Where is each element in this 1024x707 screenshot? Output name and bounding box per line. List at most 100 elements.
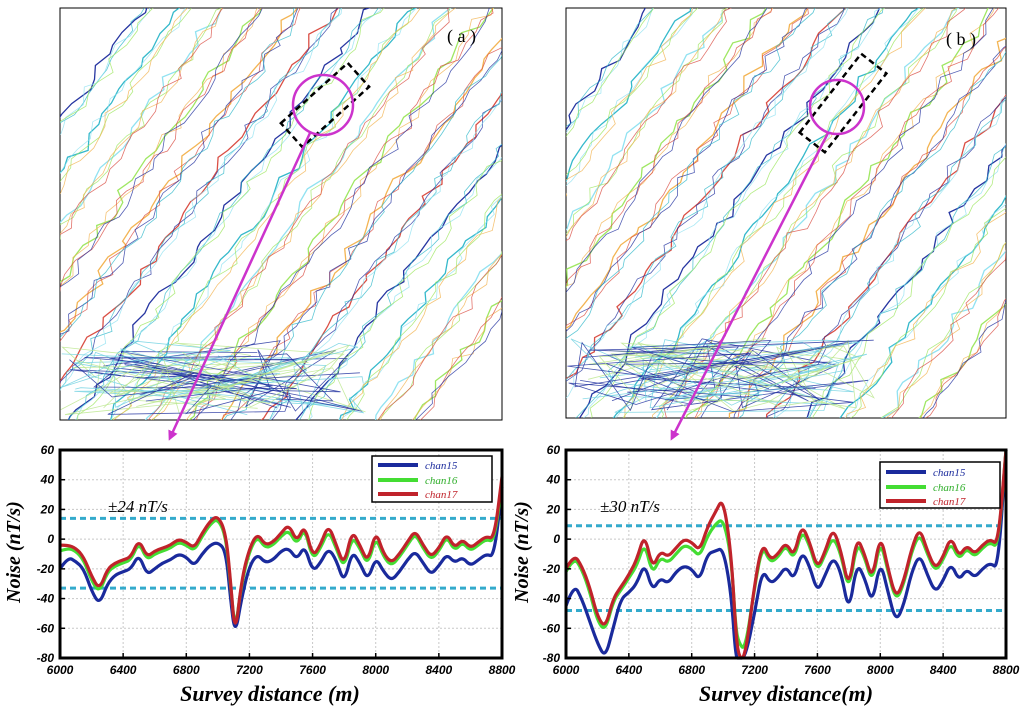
turn-trace [117, 349, 348, 412]
series-line-chan15 [564, 449, 1008, 660]
panel-label-b: ( b ) [946, 29, 976, 50]
x-tick-label: 6800 [678, 663, 705, 677]
panel-label-a: ( a ) [447, 26, 476, 47]
survey-trace [60, 8, 341, 390]
y-tick-label: -40 [543, 592, 561, 606]
survey-trace [112, 8, 421, 420]
survey-trace [148, 8, 450, 420]
turn-trace [634, 353, 868, 406]
x-tick-label: 6400 [110, 663, 137, 677]
turn-trace [69, 359, 292, 415]
survey-trace [230, 49, 502, 420]
survey-trace [152, 8, 451, 420]
survey-trace [845, 211, 1006, 418]
survey-trace [60, 8, 264, 293]
y-tick-label: -80 [37, 651, 55, 665]
map-a-arrow [168, 132, 312, 441]
y-tick-label: -20 [37, 562, 55, 576]
chart-b-x-axis-label: Survey distance(m) [699, 681, 873, 706]
series-line-chan16 [59, 482, 504, 623]
survey-trace [765, 94, 1006, 418]
chart-b-series [564, 449, 1008, 660]
turn-trace [93, 362, 360, 390]
x-tick-label: 7200 [236, 663, 263, 677]
survey-trace [566, 8, 729, 231]
y-tick-label: 40 [40, 473, 55, 487]
survey-trace [412, 307, 502, 420]
survey-trace [341, 196, 502, 420]
survey-trace [414, 300, 502, 420]
survey-trace [589, 8, 885, 418]
survey-trace [566, 8, 809, 332]
survey-trace [60, 8, 154, 124]
survey-trace [60, 8, 340, 389]
chart-a-x-axis-label: Survey distance (m) [180, 681, 360, 706]
survey-trace [223, 54, 502, 420]
survey-trace [566, 8, 693, 187]
x-tick-label: 8000 [362, 663, 389, 677]
survey-trace [663, 8, 966, 418]
survey-trace [419, 296, 502, 420]
turn-trace [649, 339, 844, 409]
survey-trace [844, 203, 1006, 418]
survey-trace [60, 8, 299, 333]
survey-trace [60, 8, 188, 195]
chart-a-y-axis-label: Noise (nT/s) [3, 501, 25, 604]
y-tick-label: 40 [546, 473, 561, 487]
noise-chart-a: 60 40 20 0 -20 -40 -60 -80 6000 6400 6800 7200 7600… [3, 443, 516, 706]
survey-trace [307, 156, 502, 420]
survey-trace [566, 8, 816, 339]
survey-trace [60, 8, 224, 236]
survey-trace [622, 8, 924, 418]
chart-a-legend: chan15 chan16 chan17 [371, 455, 493, 503]
survey-trace [60, 8, 263, 288]
x-tick-label: 8800 [993, 663, 1020, 677]
survey-trace [60, 8, 150, 135]
survey-trace [566, 8, 699, 176]
turn-trace [656, 339, 857, 409]
survey-trace [60, 8, 186, 174]
turn-trace [61, 340, 231, 388]
x-tick-label: 6400 [616, 663, 643, 677]
x-tick-label: 7200 [741, 663, 768, 677]
survey-trace [269, 91, 502, 420]
survey-trace [338, 195, 502, 420]
chart-b-x-ticks: 6000 6400 6800 7200 7600 8000 8400 8800 [553, 653, 1020, 677]
y-tick-label: -20 [543, 562, 561, 576]
noise-chart-b: 60 40 20 0 -20 -40 -60 -80 6000 6400 6800 7200 7600… [511, 443, 1020, 706]
chart-a-threshold-lines [60, 516, 502, 590]
survey-trace [307, 160, 502, 420]
survey-trace [566, 8, 654, 134]
x-tick-label: 8400 [426, 663, 453, 677]
turn-trace [93, 351, 341, 415]
turn-trace [103, 340, 336, 408]
x-tick-label: 7600 [299, 663, 326, 677]
x-tick-label: 8000 [867, 663, 894, 677]
survey-trace [188, 8, 495, 420]
y-tick-label: -60 [543, 621, 561, 635]
turn-trace [61, 342, 359, 415]
turn-trace [60, 350, 253, 415]
survey-trace [850, 207, 1006, 418]
survey-trace [566, 8, 647, 131]
legend-b-label-chan17: chan17 [933, 496, 966, 508]
survey-trace [924, 298, 1006, 418]
x-tick-label: 6800 [173, 663, 200, 677]
map-b-arrow [670, 132, 830, 441]
survey-trace [566, 8, 654, 127]
legend-a-label-chan16: chan16 [425, 475, 458, 487]
turn-trace [75, 372, 281, 396]
legend-b-label-chan15: chan15 [933, 467, 966, 479]
survey-trace [566, 8, 774, 287]
turn-trace [582, 341, 852, 402]
chart-b-legend: chan15 chan16 chan17 [879, 461, 1001, 509]
survey-trace [60, 8, 148, 119]
y-tick-label: -80 [543, 651, 561, 665]
series-line-chan17 [59, 476, 504, 625]
chart-b-y-ticks: 60 40 20 0 -20 -40 -60 -80 [543, 443, 571, 665]
y-tick-label: -60 [37, 621, 55, 635]
survey-trace [566, 8, 809, 330]
survey-trace [295, 143, 502, 420]
survey-trace [885, 242, 1006, 418]
